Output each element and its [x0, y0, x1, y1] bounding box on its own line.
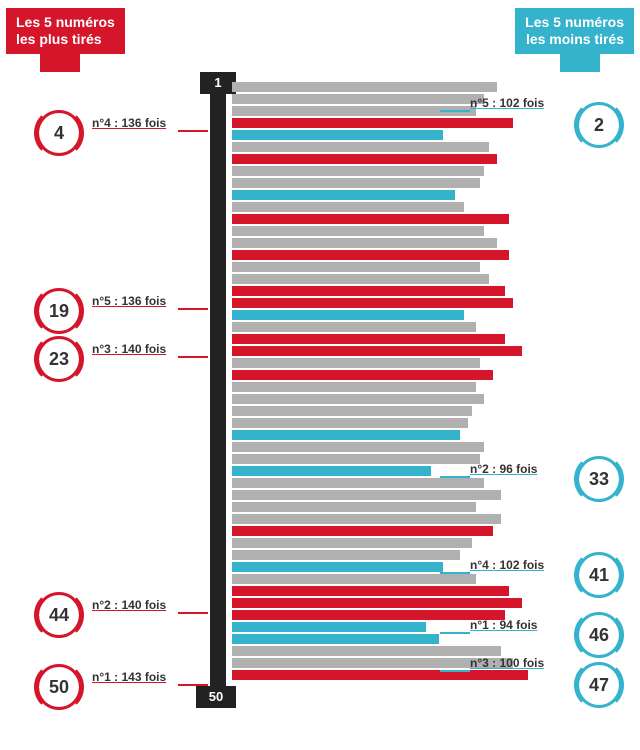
bar-row — [232, 226, 484, 236]
bar-row — [232, 550, 460, 560]
axis-line — [210, 80, 226, 692]
bar-row — [232, 538, 472, 548]
connector-blue-2 — [440, 110, 470, 112]
bar-chart — [232, 82, 592, 682]
connector-blue-41 — [440, 572, 470, 574]
bar-row — [232, 286, 505, 296]
bar-row — [232, 406, 472, 416]
ball-blue-46: 46 — [576, 612, 622, 658]
connector-blue-46 — [440, 632, 470, 634]
bar-row — [232, 394, 484, 404]
connector-red-23 — [178, 356, 208, 358]
bar-row — [232, 238, 497, 248]
bar-row — [232, 610, 505, 620]
bar-row — [232, 442, 484, 452]
label-bot-2: n°5 : 102 fois — [470, 96, 544, 110]
label-bot-41: n°4 : 102 fois — [470, 558, 544, 572]
bar-row — [232, 598, 522, 608]
bar-row — [232, 454, 480, 464]
bar-row — [232, 250, 509, 260]
axis-label-bottom: 50 — [196, 686, 236, 708]
bar-row — [232, 466, 431, 476]
bar-row — [232, 358, 480, 368]
bar-row — [232, 310, 464, 320]
header-right-l1: Les 5 numéros — [525, 14, 624, 30]
bar-row — [232, 262, 480, 272]
bar-row — [232, 322, 476, 332]
bar-row — [232, 526, 493, 536]
label-bot-33: n°2 : 96 fois — [470, 462, 537, 476]
bar-row — [232, 646, 501, 656]
header-most-drawn: Les 5 numéros les plus tirés — [6, 8, 125, 54]
bar-row — [232, 298, 513, 308]
ball-blue-33: 33 — [576, 456, 622, 502]
ball-red-44: 44 — [36, 592, 82, 638]
ball-blue-47: 47 — [576, 662, 622, 708]
bar-row — [232, 622, 426, 632]
bar-row — [232, 178, 480, 188]
ball-red-4: 4 — [36, 110, 82, 156]
axis-label-top: 1 — [200, 72, 236, 94]
label-top-4: n°4 : 136 fois — [92, 116, 166, 130]
bar-row — [232, 346, 522, 356]
bar-row — [232, 334, 505, 344]
tab-blue-icon — [560, 50, 600, 72]
bar-row — [232, 478, 484, 488]
label-top-19: n°5 : 136 fois — [92, 294, 166, 308]
label-top-44: n°2 : 140 fois — [92, 598, 166, 612]
header-left-l2: les plus tirés — [16, 31, 102, 47]
ball-blue-41: 41 — [576, 552, 622, 598]
bar-row — [232, 82, 497, 92]
bar-row — [232, 586, 509, 596]
bar-row — [232, 370, 493, 380]
bar-row — [232, 574, 476, 584]
ball-red-19: 19 — [36, 288, 82, 334]
ball-blue-2: 2 — [576, 102, 622, 148]
bar-row — [232, 274, 489, 284]
bar-row — [232, 130, 443, 140]
ball-red-50: 50 — [36, 664, 82, 710]
bar-row — [232, 490, 501, 500]
connector-red-50 — [178, 684, 208, 686]
bar-row — [232, 634, 439, 644]
bar-row — [232, 190, 455, 200]
tab-red-icon — [40, 50, 80, 72]
bar-row — [232, 562, 443, 572]
bar-row — [232, 670, 528, 680]
connector-red-19 — [178, 308, 208, 310]
bar-row — [232, 214, 509, 224]
label-bot-46: n°1 : 94 fois — [470, 618, 537, 632]
header-left-l1: Les 5 numéros — [16, 14, 115, 30]
label-top-50: n°1 : 143 fois — [92, 670, 166, 684]
label-top-23: n°3 : 140 fois — [92, 342, 166, 356]
bar-row — [232, 154, 497, 164]
bar-row — [232, 382, 476, 392]
header-right-l2: les moins tirés — [526, 31, 624, 47]
label-bot-47: n°3 : 100 fois — [470, 656, 544, 670]
bar-row — [232, 430, 460, 440]
bar-row — [232, 166, 484, 176]
connector-blue-47 — [440, 670, 470, 672]
connector-blue-33 — [440, 476, 470, 478]
bar-row — [232, 202, 464, 212]
bar-row — [232, 142, 489, 152]
connector-red-4 — [178, 130, 208, 132]
bar-row — [232, 502, 476, 512]
bar-row — [232, 94, 484, 104]
bar-row — [232, 418, 468, 428]
header-least-drawn: Les 5 numéros les moins tirés — [515, 8, 634, 54]
bar-row — [232, 118, 513, 128]
bar-row — [232, 514, 501, 524]
ball-red-23: 23 — [36, 336, 82, 382]
connector-red-44 — [178, 612, 208, 614]
